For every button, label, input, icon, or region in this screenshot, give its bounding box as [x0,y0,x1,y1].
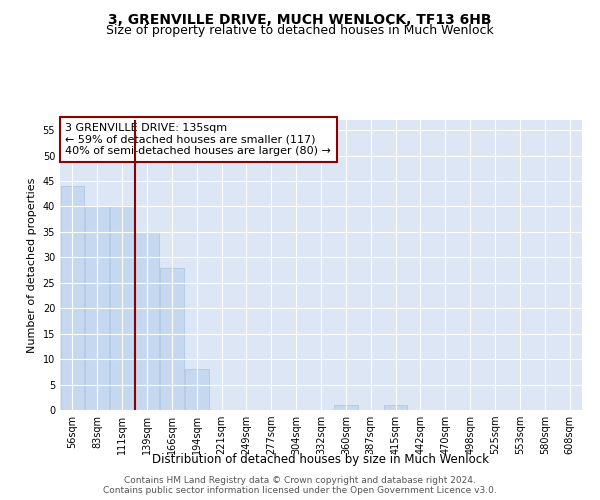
Bar [384,405,407,410]
Text: 3, GRENVILLE DRIVE, MUCH WENLOCK, TF13 6HB: 3, GRENVILLE DRIVE, MUCH WENLOCK, TF13 6… [108,12,492,26]
Text: Size of property relative to detached houses in Much Wenlock: Size of property relative to detached ho… [106,24,494,37]
Bar [160,268,184,410]
Bar [61,186,84,410]
Bar [334,405,358,410]
Text: 3 GRENVILLE DRIVE: 135sqm
← 59% of detached houses are smaller (117)
40% of semi: 3 GRENVILLE DRIVE: 135sqm ← 59% of detac… [65,123,331,156]
Bar [135,232,159,410]
Bar [110,206,134,410]
Text: Distribution of detached houses by size in Much Wenlock: Distribution of detached houses by size … [152,452,490,466]
Text: Contains HM Land Registry data © Crown copyright and database right 2024.
Contai: Contains HM Land Registry data © Crown c… [103,476,497,495]
Bar [185,370,209,410]
Y-axis label: Number of detached properties: Number of detached properties [27,178,37,352]
Bar [85,206,109,410]
